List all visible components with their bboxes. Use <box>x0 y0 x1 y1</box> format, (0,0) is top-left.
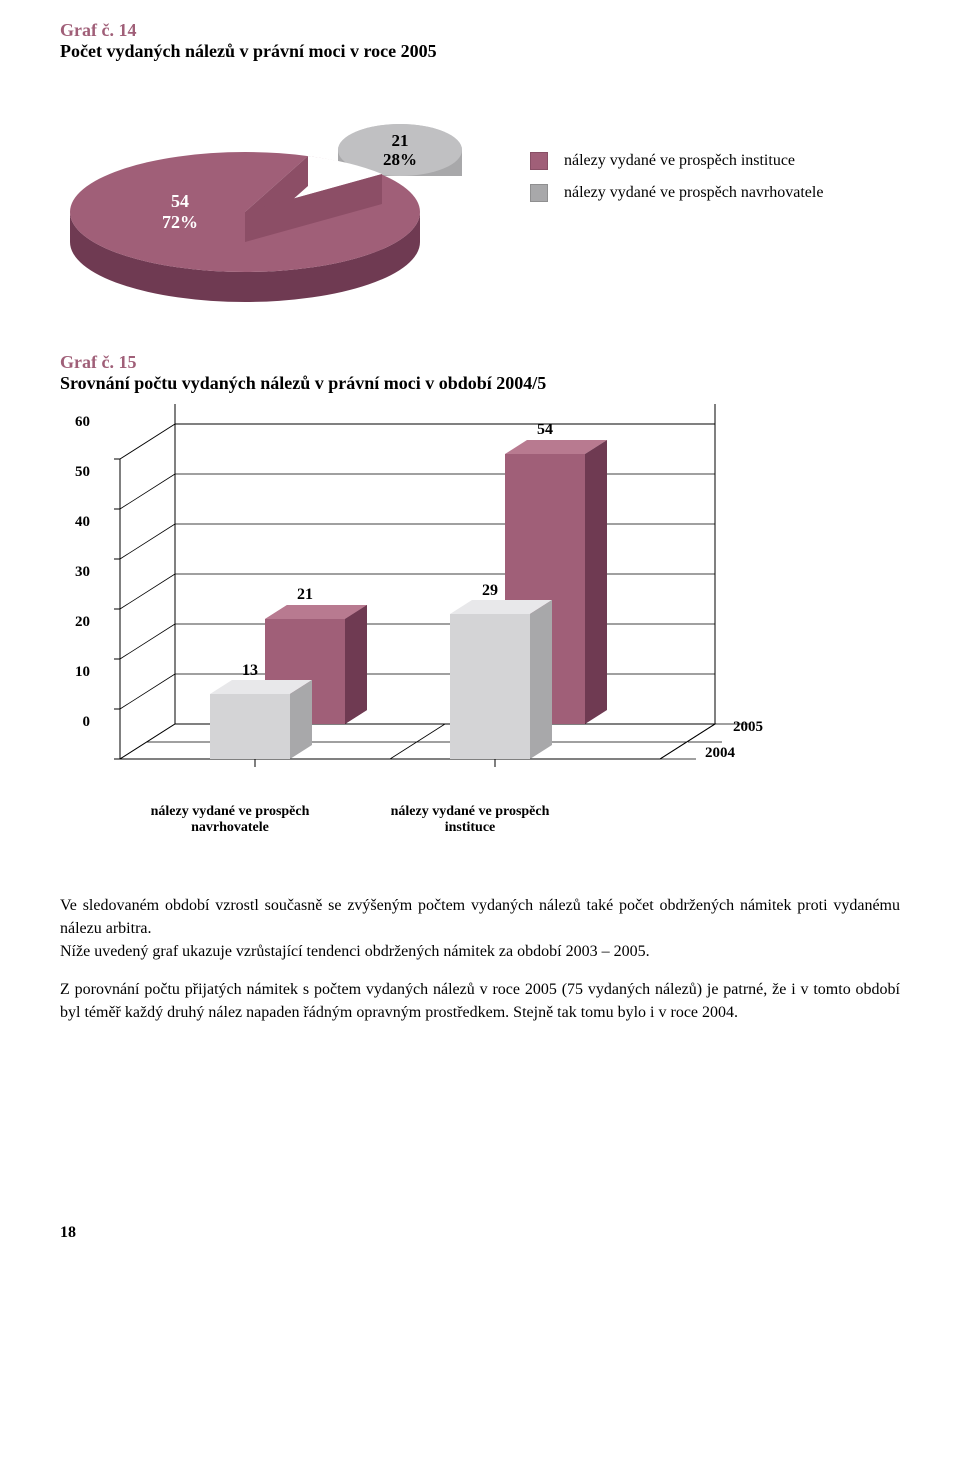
depth-label-2004: 2004 <box>705 745 736 761</box>
chart15-number: Graf č. 15 <box>60 352 900 373</box>
chart14-heading: Graf č. 14 Počet vydaných nálezů v právn… <box>60 20 900 62</box>
bar-2004-instituce: 29 <box>450 582 552 759</box>
ytick-10: 10 <box>60 664 90 681</box>
bar-value-54: 54 <box>537 421 553 438</box>
chart15-heading: Graf č. 15 Srovnání počtu vydaných nález… <box>60 352 900 394</box>
bar-chart-svg: 2005 2004 21 <box>100 404 820 844</box>
bar-value-21: 21 <box>297 586 313 603</box>
pie-label-54: 54 <box>171 191 189 211</box>
legend-label-instituce: nálezy vydané ve prospěch instituce <box>564 152 795 170</box>
ytick-30: 30 <box>60 564 90 581</box>
cat-label-navrhovatele: nálezy vydané ve prospěch navrhovatele <box>130 804 330 836</box>
pie-chart: 54 72% 21 28% <box>60 102 420 272</box>
bar-value-13: 13 <box>242 662 258 679</box>
pie-label-21: 21 <box>392 131 409 150</box>
bar-chart-region: 60 50 40 30 20 10 0 <box>60 404 900 864</box>
paragraph-2: Z porovnání počtu přijatých námitek s po… <box>60 978 900 1024</box>
legend-swatch-instituce <box>530 152 548 170</box>
page-number: 18 <box>60 1224 900 1242</box>
pie-svg: 54 72% 21 28% <box>60 102 480 302</box>
pie-chart-region: 54 72% 21 28% nálezy vydané ve prospěch … <box>60 72 900 312</box>
legend-row-instituce: nálezy vydané ve prospěch instituce <box>530 152 823 170</box>
chart15-title: Srovnání počtu vydaných nálezů v právní … <box>60 373 900 394</box>
paragraph-1: Ve sledovaném období vzrostl současně se… <box>60 894 900 964</box>
pie-label-72pct: 72% <box>162 212 198 232</box>
legend-row-navrhovatele: nálezy vydané ve prospěch navrhovatele <box>530 184 823 202</box>
chart14-number: Graf č. 14 <box>60 20 900 41</box>
ytick-0: 0 <box>60 714 90 731</box>
ytick-60: 60 <box>60 414 90 431</box>
chart-group: 2005 2004 21 <box>114 421 763 767</box>
cat-label-instituce: nálezy vydané ve prospěch instituce <box>370 804 570 836</box>
pie-legend: nálezy vydané ve prospěch instituce nále… <box>530 152 823 216</box>
ytick-40: 40 <box>60 514 90 531</box>
chart14-title: Počet vydaných nálezů v právní moci v ro… <box>60 41 900 62</box>
depth-label-2005: 2005 <box>733 719 763 735</box>
ytick-20: 20 <box>60 614 90 631</box>
pie-slice-instituce <box>70 152 420 302</box>
legend-swatch-navrhovatele <box>530 184 548 202</box>
bar-value-29: 29 <box>482 582 498 599</box>
legend-label-navrhovatele: nálezy vydané ve prospěch navrhovatele <box>564 184 823 202</box>
pie-label-28pct: 28% <box>383 150 417 169</box>
ytick-50: 50 <box>60 464 90 481</box>
